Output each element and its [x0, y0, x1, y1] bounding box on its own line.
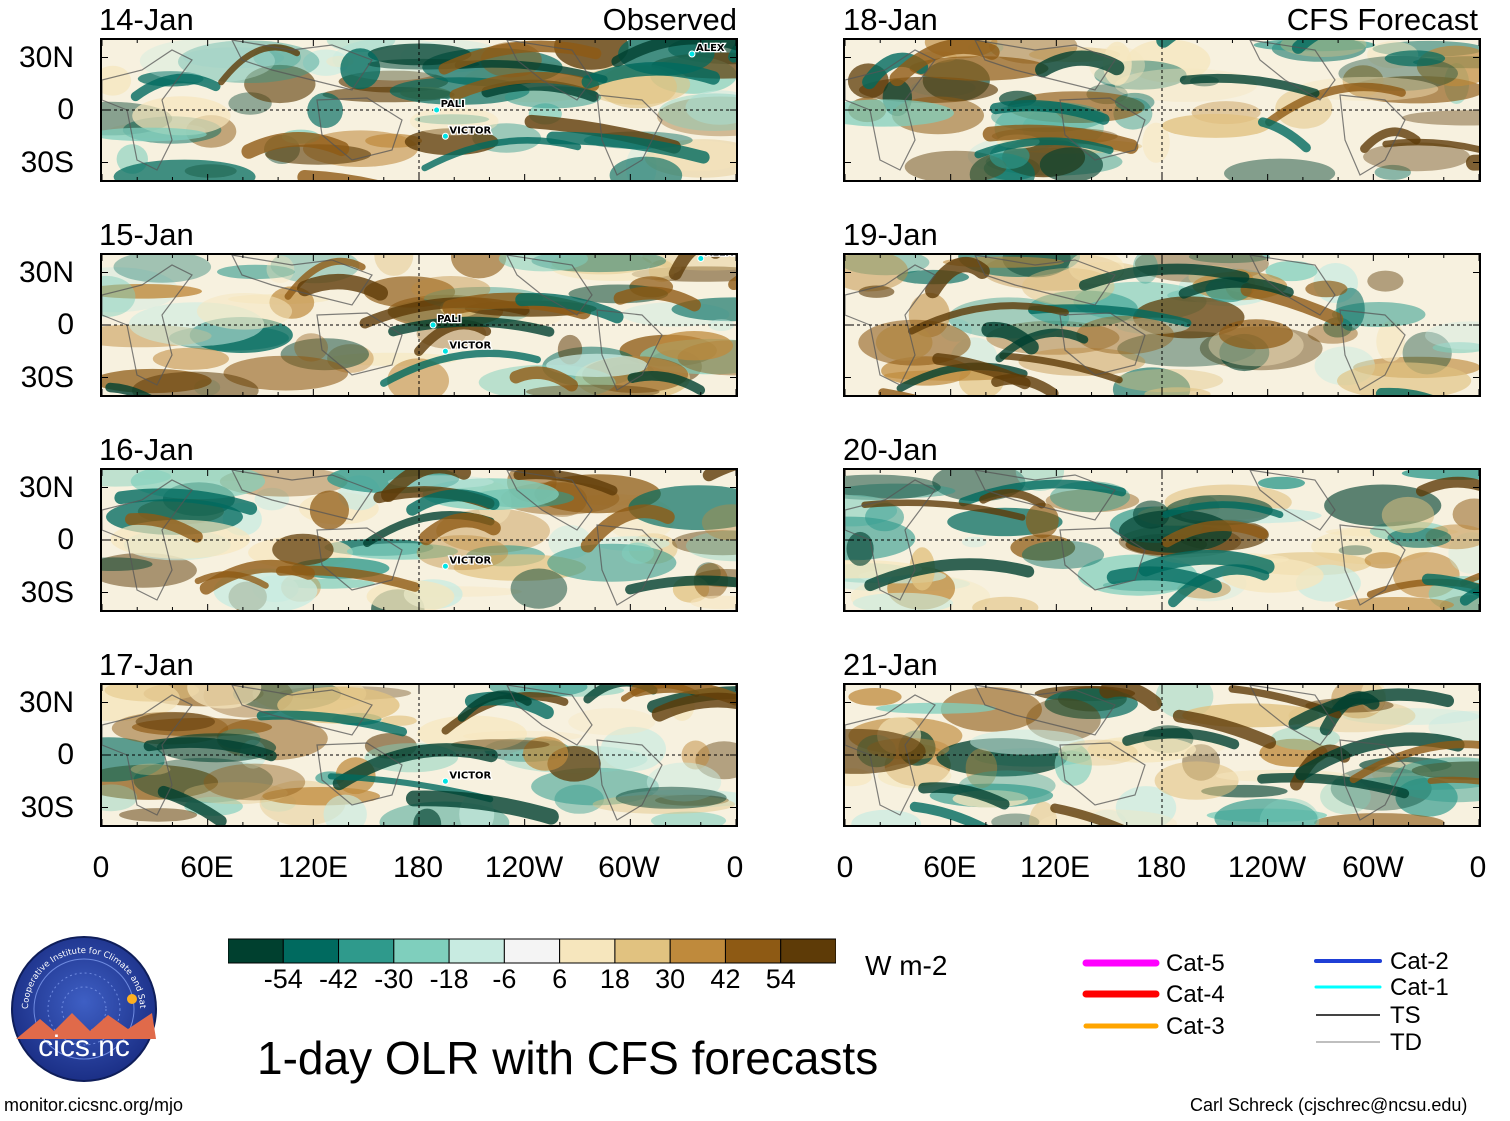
footer-credit: Carl Schreck (cjschrec@ncsu.edu)	[1190, 1095, 1468, 1115]
colorbar-swatch	[780, 938, 836, 964]
olr-map-panel: VICTOR	[100, 468, 738, 612]
lon-label: 0	[1469, 851, 1487, 884]
colorbar-tick-label: 42	[710, 964, 741, 994]
storm-marker	[441, 132, 449, 140]
lon-label: 120E	[277, 851, 349, 884]
lon-label: 60E	[923, 851, 977, 884]
colorbar-swatch	[448, 938, 505, 964]
panel-date: 14-Jan	[99, 2, 194, 37]
main-title: 1-day OLR with CFS forecasts	[257, 1032, 879, 1084]
lon-label: 60W	[598, 851, 660, 884]
lon-label: 0	[92, 851, 110, 884]
panel-date: 15-Jan	[99, 217, 194, 252]
panel-date: 19-Jan	[843, 217, 938, 252]
panel-date: 18-Jan	[843, 2, 938, 37]
lat-label-eq: 0	[57, 308, 74, 341]
panel-date: 17-Jan	[99, 647, 194, 682]
storm-label: VICTOR	[449, 555, 491, 566]
olr-map-panel: VICTOR	[100, 683, 738, 827]
lat-label-eq: 0	[57, 738, 74, 771]
colorbar-tick-label: -18	[429, 964, 469, 994]
storm-label: PALI	[441, 99, 465, 110]
olr-map-panel	[843, 38, 1481, 182]
storm-label: VICTOR	[449, 770, 491, 781]
colorbar-tick-label: -30	[374, 964, 414, 994]
colorbar-swatch	[393, 938, 450, 964]
column-title-observed: Observed	[602, 2, 737, 37]
storm-label: ALEX	[696, 43, 725, 54]
legend-label-cat3: Cat-3	[1166, 1013, 1225, 1040]
colorbar-tick-label: -54	[263, 964, 303, 994]
colorbar-swatch	[503, 938, 561, 964]
colorbar-units: W m-2	[865, 950, 948, 981]
olr-map-panel: PALI VICTOR ALEX	[100, 38, 738, 182]
colorbar-swatch	[669, 938, 726, 964]
colorbar-tick-label: 54	[765, 964, 796, 994]
colorbar-swatch	[559, 938, 616, 964]
colorbar-tick-label: 18	[599, 964, 630, 994]
lat-label-30n: 30N	[18, 471, 74, 504]
column-title-forecast: CFS Forecast	[1286, 2, 1478, 37]
lat-label-30n: 30N	[18, 256, 74, 289]
lon-label: 180	[1135, 851, 1187, 884]
colorbar-tick-label: 6	[552, 964, 568, 994]
storm-marker	[441, 347, 449, 355]
storm-legend: Cat-5 Cat-4 Cat-3 Cat-2 Cat-1 TS TD	[1080, 944, 1500, 1064]
olr-map-panel	[843, 683, 1481, 827]
lon-label: 0	[836, 851, 854, 884]
lon-label: 0	[726, 851, 744, 884]
lat-label-eq: 0	[57, 93, 74, 126]
colorbar-tick-label: -6	[492, 964, 517, 994]
lat-label-30n: 30N	[18, 41, 74, 74]
olr-map-panel	[843, 253, 1481, 397]
storm-marker	[429, 321, 437, 329]
colorbar-swatch	[614, 938, 671, 964]
lat-label-30n: 30N	[18, 686, 74, 719]
legend-label-cat4: Cat-4	[1166, 981, 1225, 1008]
legend-label-cat2: Cat-2	[1390, 948, 1449, 975]
lon-label: 180	[392, 851, 444, 884]
cics-logo: Cooperative Institute for Climate and Sa…	[7, 928, 158, 1083]
panel-date: 21-Jan	[843, 647, 938, 682]
storm-marker	[697, 255, 705, 262]
colorbar	[228, 938, 836, 964]
footer-url[interactable]: monitor.cicsnc.org/mjo	[4, 1095, 184, 1115]
colorbar-swatch	[282, 938, 340, 964]
colorbar-tick-label: 30	[655, 964, 686, 994]
lon-label: 60W	[1342, 851, 1404, 884]
lon-label: 120E	[1019, 851, 1091, 884]
lat-label-30s: 30S	[20, 576, 74, 609]
olr-map-panel: PALI VICTOR ALEX	[100, 253, 738, 397]
storm-marker	[688, 50, 696, 58]
legend-label-td: TD	[1390, 1029, 1422, 1056]
panel-date: 16-Jan	[99, 432, 194, 467]
storm-marker	[441, 777, 449, 785]
lat-label-30s: 30S	[20, 361, 74, 394]
legend-label-ts: TS	[1390, 1002, 1421, 1029]
panel-date: 20-Jan	[843, 432, 938, 467]
lat-label-30s: 30S	[20, 146, 74, 179]
lon-label: 120W	[1227, 851, 1307, 884]
storm-label: PALI	[437, 314, 461, 325]
legend-label-cat1: Cat-1	[1390, 974, 1449, 1001]
storm-label: VICTOR	[449, 340, 491, 351]
colorbar-swatch	[724, 938, 782, 964]
lat-label-eq: 0	[57, 523, 74, 556]
storm-marker	[441, 562, 449, 570]
lon-label: 120W	[484, 851, 564, 884]
legend-label-cat5: Cat-5	[1166, 950, 1225, 977]
lon-label: 60E	[180, 851, 234, 884]
colorbar-tick-label: -42	[319, 964, 359, 994]
logo-text: cics.nc	[38, 1030, 130, 1063]
storm-marker	[433, 106, 441, 114]
colorbar-swatch	[228, 938, 284, 964]
storm-label: ALEX	[705, 255, 734, 259]
storm-label: VICTOR	[449, 125, 491, 136]
colorbar-swatch	[338, 938, 395, 964]
olr-map-panel	[843, 468, 1481, 612]
lat-label-30s: 30S	[20, 791, 74, 824]
